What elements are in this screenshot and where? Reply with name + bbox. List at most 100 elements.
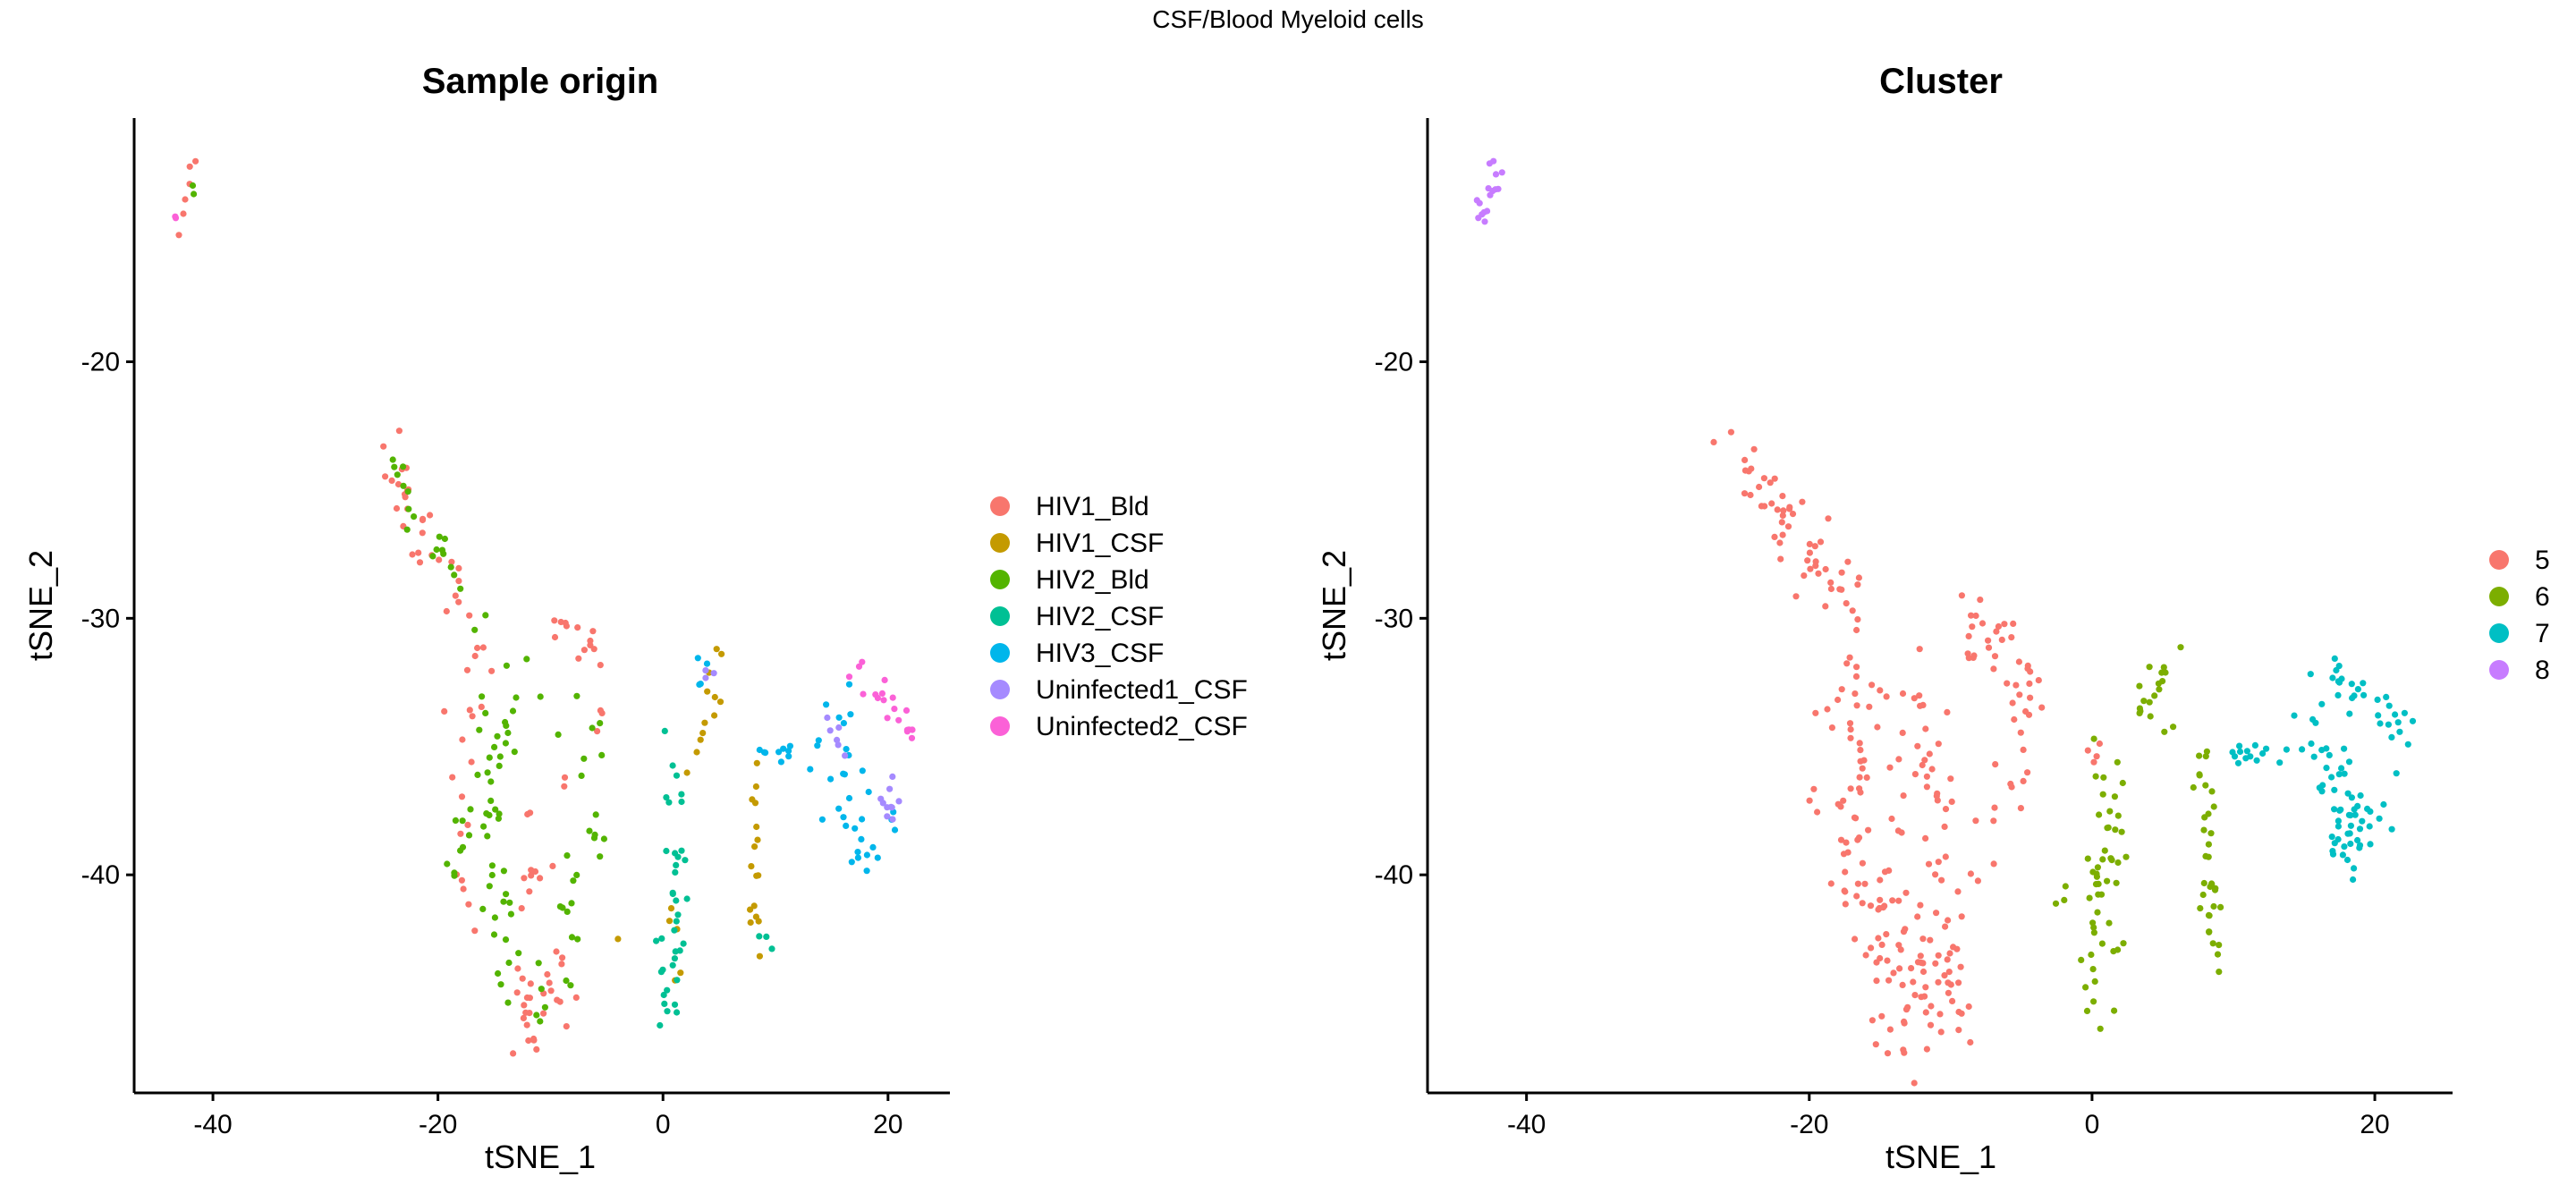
data-point <box>1857 747 1864 754</box>
data-point <box>1824 706 1831 713</box>
data-point <box>573 692 580 699</box>
data-point <box>1922 834 1929 842</box>
data-point <box>653 937 660 944</box>
data-point <box>2096 811 2103 818</box>
data-point <box>1900 928 1908 935</box>
data-point <box>483 810 490 817</box>
data-point <box>448 558 455 565</box>
data-point <box>2090 758 2097 766</box>
data-point <box>711 712 718 719</box>
data-point <box>1485 185 1492 192</box>
data-point <box>1851 814 1859 821</box>
x-tick-label: -40 <box>193 1110 232 1139</box>
data-point <box>845 681 853 688</box>
data-point <box>533 1012 540 1019</box>
data-point <box>589 724 596 732</box>
data-point <box>2009 699 2016 707</box>
data-point <box>673 918 680 925</box>
data-point <box>574 935 581 943</box>
data-point <box>2383 693 2390 701</box>
data-point <box>575 655 582 662</box>
data-point <box>665 918 674 925</box>
data-point <box>480 823 487 830</box>
data-point <box>572 994 580 1001</box>
data-point <box>2088 951 2095 959</box>
data-point <box>564 908 571 916</box>
data-point <box>2118 828 2125 835</box>
data-point <box>192 157 199 165</box>
data-point <box>1498 169 1505 176</box>
data-point <box>2158 669 2165 676</box>
data-point <box>562 619 569 627</box>
data-point <box>597 853 604 860</box>
data-point <box>2111 793 2118 800</box>
data-point <box>1944 956 1951 963</box>
data-point <box>502 936 510 944</box>
data-point <box>2376 815 2383 822</box>
data-point <box>513 694 520 701</box>
data-point <box>1990 817 1997 825</box>
data-point <box>1921 757 1928 764</box>
data-point <box>1792 593 1800 600</box>
x-tick-label: 0 <box>2085 1110 2100 1139</box>
data-point <box>672 850 679 857</box>
data-point <box>546 979 553 986</box>
data-point <box>886 785 894 792</box>
legend-swatch <box>2489 623 2509 643</box>
data-point <box>2328 834 2335 841</box>
data-point <box>2393 770 2400 777</box>
data-point <box>2216 942 2223 949</box>
data-point <box>1847 726 1854 733</box>
data-point <box>2100 774 2107 781</box>
data-point <box>2344 790 2351 797</box>
data-point <box>2099 856 2106 863</box>
data-point <box>852 825 859 832</box>
data-point <box>2208 788 2216 795</box>
data-point <box>711 693 718 701</box>
data-point <box>843 822 850 830</box>
data-point <box>466 707 473 714</box>
data-point <box>845 673 853 681</box>
data-point <box>2331 840 2338 847</box>
data-point <box>2038 704 2046 711</box>
data-point <box>848 859 855 866</box>
data-point <box>1972 612 1979 620</box>
data-point <box>1967 1038 1974 1046</box>
data-point <box>1900 1046 1907 1054</box>
data-point <box>189 182 197 190</box>
data-point <box>1933 910 1940 917</box>
legend-swatch <box>990 533 1010 553</box>
data-point <box>1901 1020 1908 1027</box>
data-point <box>702 674 709 681</box>
data-point <box>2210 803 2217 810</box>
data-point <box>1843 600 1850 607</box>
data-point <box>701 719 708 726</box>
data-point <box>570 877 577 885</box>
data-point <box>600 835 608 842</box>
data-point <box>824 714 831 722</box>
data-point <box>444 860 451 868</box>
data-point <box>2114 758 2121 766</box>
data-point <box>1942 806 1950 813</box>
data-point <box>1843 660 1851 667</box>
data-point <box>496 810 503 817</box>
data-point <box>2338 765 2345 772</box>
data-point <box>389 456 396 463</box>
data-point <box>465 832 473 839</box>
data-point <box>2216 969 2223 976</box>
data-point <box>471 927 479 935</box>
data-point <box>2318 700 2326 707</box>
data-point <box>1965 632 1972 640</box>
data-point <box>1886 1026 1894 1033</box>
data-point <box>753 759 760 766</box>
data-point <box>749 796 756 803</box>
data-point <box>1828 724 1835 732</box>
data-point <box>669 961 676 969</box>
data-point <box>1919 761 1926 769</box>
data-point <box>1922 984 1929 991</box>
data-point <box>515 950 522 957</box>
data-point <box>1938 876 1945 884</box>
data-point <box>2396 728 2403 735</box>
data-point <box>1948 798 1955 806</box>
panel-cluster: Cluster -40 -20 0 20 -20 -30 -40 tSNE_1 tSNE_… <box>1316 62 2550 1175</box>
